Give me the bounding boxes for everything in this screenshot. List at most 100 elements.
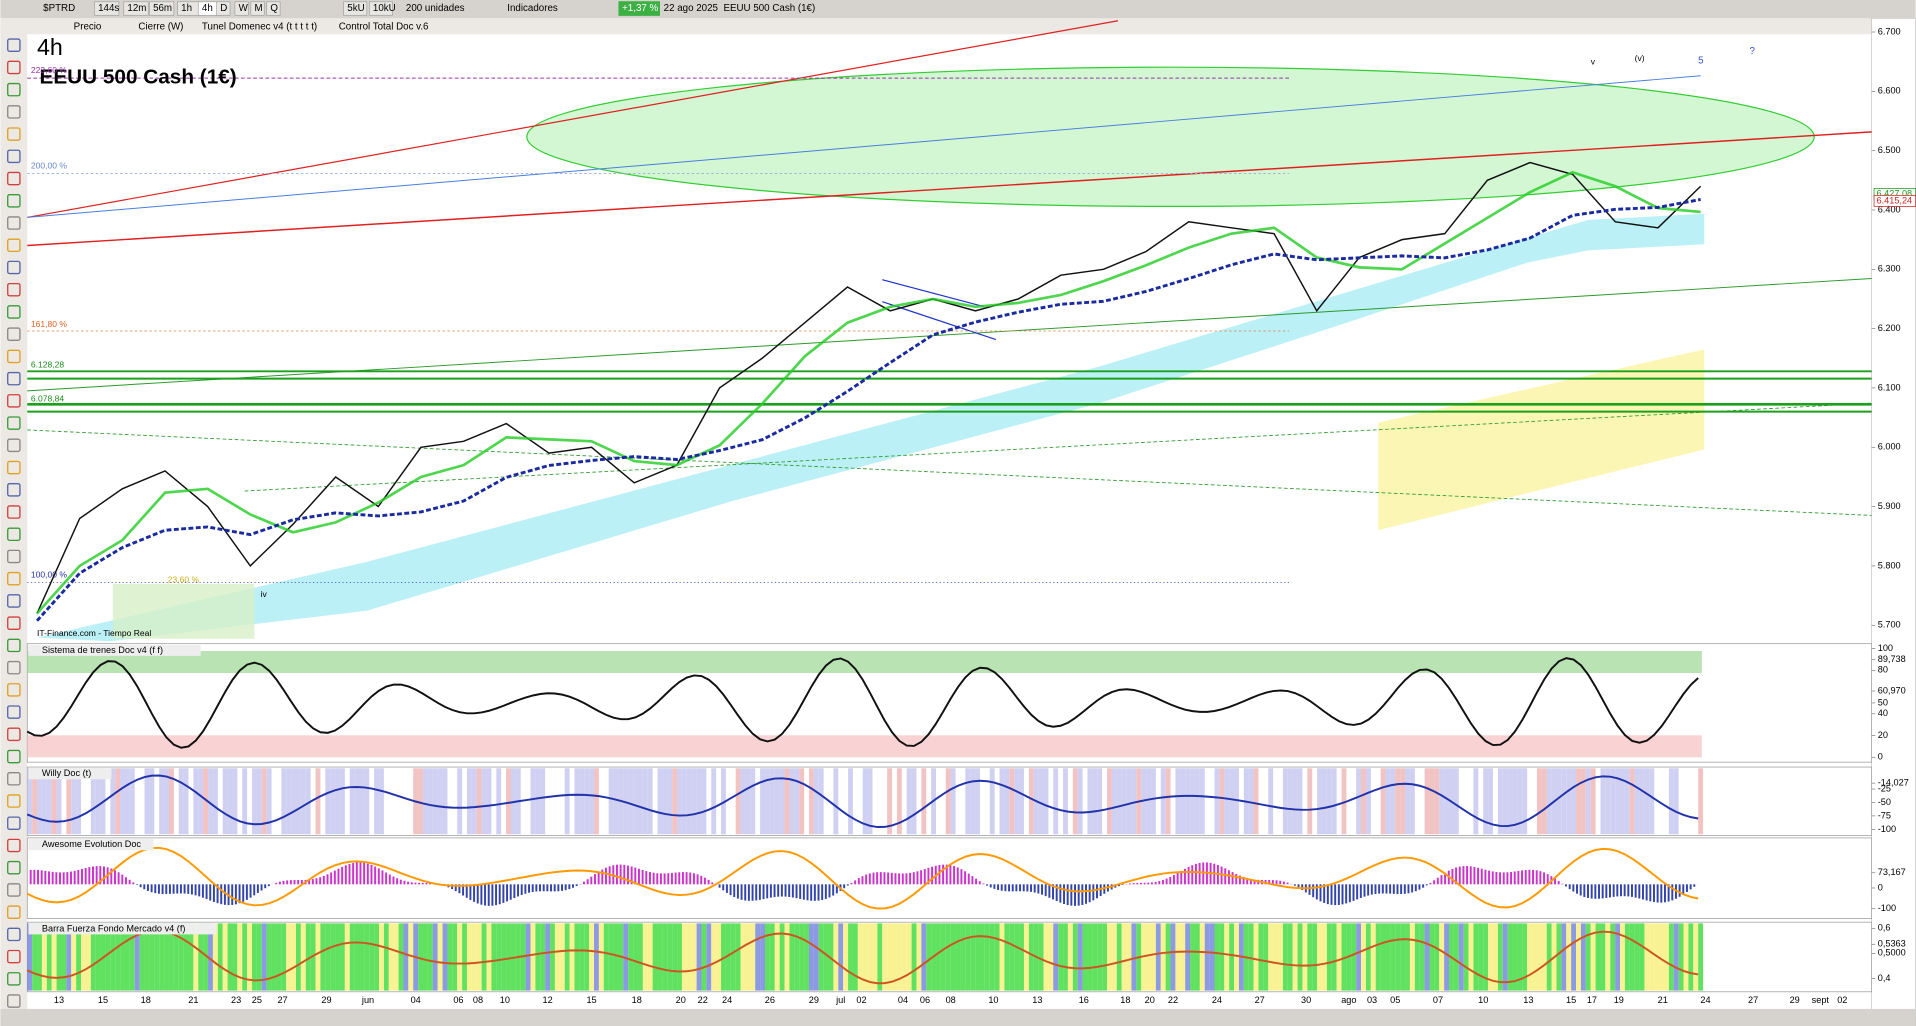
timeframe-button-label[interactable]: 5kU [347, 3, 364, 14]
histogram-bar [1576, 923, 1581, 991]
histogram-bar [325, 768, 331, 835]
price-tool[interactable]: Cierre (W) [138, 21, 183, 32]
timeframe-button[interactable] [149, 1, 175, 16]
tool-icon[interactable] [7, 282, 21, 297]
tool-icon[interactable] [7, 371, 21, 386]
timeframe-button[interactable] [266, 1, 281, 16]
tool-icon[interactable] [7, 905, 21, 919]
fib-label: 23,60 % [168, 574, 200, 584]
tool-icon[interactable] [7, 460, 21, 475]
price-tool[interactable]: Tunel Domenec v4 (t t t t t) [202, 21, 317, 32]
tool-icon[interactable] [7, 149, 21, 164]
tool-icon[interactable] [7, 638, 21, 653]
histogram-bar [906, 923, 912, 991]
tool-icon[interactable] [7, 571, 21, 586]
histogram-bar [520, 884, 523, 895]
tool-icon[interactable] [7, 238, 21, 253]
tool-icon[interactable] [7, 972, 21, 986]
histogram-bar [1580, 923, 1586, 991]
tool-icon[interactable] [7, 305, 21, 319]
tool-icon[interactable] [7, 883, 21, 897]
tool-icon[interactable] [7, 260, 21, 275]
histogram-bar [139, 884, 142, 888]
tool-icon[interactable] [7, 394, 21, 408]
timeframe-button[interactable] [343, 1, 368, 16]
histogram-bar [1161, 879, 1164, 885]
histogram-bar [85, 923, 91, 991]
price-tool[interactable]: Precio [74, 21, 102, 32]
units-select[interactable]: 200 unidades [406, 3, 465, 14]
tool-icon[interactable] [7, 171, 21, 186]
histogram-bar [691, 923, 697, 991]
timeframe-button-label[interactable]: 1h [181, 3, 192, 14]
tool-icon[interactable] [7, 683, 21, 697]
histogram-bar [1532, 869, 1535, 885]
tool-icon[interactable] [7, 483, 21, 497]
histogram-bar [414, 882, 417, 885]
tool-icon[interactable] [7, 749, 21, 764]
timeframe-button-label[interactable]: 144s [98, 3, 119, 14]
instrument[interactable]: EEUU 500 Cash (1€) [723, 3, 815, 14]
tool-icon[interactable] [7, 727, 21, 742]
tool-icon[interactable] [7, 549, 21, 564]
timeframe-button-label[interactable]: M [254, 3, 262, 14]
timeframe-button-label[interactable]: Q [270, 3, 278, 14]
histogram-bar [945, 768, 951, 835]
timeframe-button[interactable] [123, 1, 149, 16]
timeframe-button[interactable] [94, 1, 120, 16]
tool-icon[interactable] [7, 660, 21, 675]
tool-icon[interactable] [7, 860, 21, 875]
histogram-bar [1678, 923, 1684, 991]
histogram-bar [1009, 768, 1015, 835]
histogram-bar [1224, 868, 1227, 885]
tool-icon[interactable] [7, 949, 21, 964]
timeframe-button[interactable] [216, 1, 231, 16]
indicators-button[interactable]: Indicadores [507, 3, 558, 14]
tool-icon[interactable] [7, 505, 21, 519]
tool-icon[interactable] [7, 838, 21, 853]
timeframe-button-label[interactable]: 56m [153, 3, 172, 14]
tool-icon[interactable] [7, 527, 21, 542]
histogram-bar [407, 881, 410, 885]
timeframe-button-label[interactable]: W [239, 3, 249, 14]
tool-icon[interactable] [7, 349, 21, 364]
timeframe-button-label[interactable]: 4h [202, 3, 213, 14]
tool-icon[interactable] [7, 794, 21, 808]
tool-icon[interactable] [7, 194, 21, 208]
tool-icon[interactable] [7, 38, 21, 52]
tool-icon[interactable] [7, 616, 21, 630]
tool-icon[interactable] [7, 60, 21, 75]
tool-icon[interactable] [7, 438, 21, 453]
tool-icon[interactable] [7, 705, 21, 719]
histogram-bar [231, 884, 234, 905]
timeframe-button-label[interactable]: D [220, 3, 227, 14]
tool-icon[interactable] [7, 772, 21, 786]
price-tool[interactable]: Control Total Doc v.6 [339, 21, 429, 32]
tool-icon[interactable] [7, 327, 21, 341]
tool-icon[interactable] [7, 82, 21, 97]
tool-icon[interactable] [7, 927, 21, 942]
tool-icon[interactable] [7, 216, 21, 230]
timeframe-button[interactable] [368, 1, 393, 16]
timeframe-button-label[interactable]: 12m [127, 3, 146, 14]
tool-icon[interactable] [7, 994, 21, 1008]
histogram-bar [129, 768, 135, 835]
histogram-bar [44, 870, 47, 885]
tool-icon[interactable] [7, 105, 21, 119]
histogram-bar [1249, 878, 1252, 885]
histogram-bar [594, 768, 599, 835]
histogram-bar [88, 867, 91, 885]
symbol[interactable]: $PTRD [43, 3, 75, 14]
histogram-bar [398, 923, 404, 991]
histogram-bar [978, 881, 981, 885]
timeframe-button[interactable] [234, 1, 249, 16]
date: 22 ago 2025 [664, 3, 719, 14]
histogram-bar [266, 768, 272, 835]
tool-icon[interactable] [7, 816, 21, 831]
tool-icon[interactable] [7, 416, 21, 430]
histogram-bar [71, 923, 77, 991]
timeframe-button[interactable] [250, 1, 265, 16]
tool-icon[interactable] [7, 594, 21, 608]
tool-icon[interactable] [7, 127, 21, 141]
timeframe-button-label[interactable]: 10kU [373, 3, 396, 14]
